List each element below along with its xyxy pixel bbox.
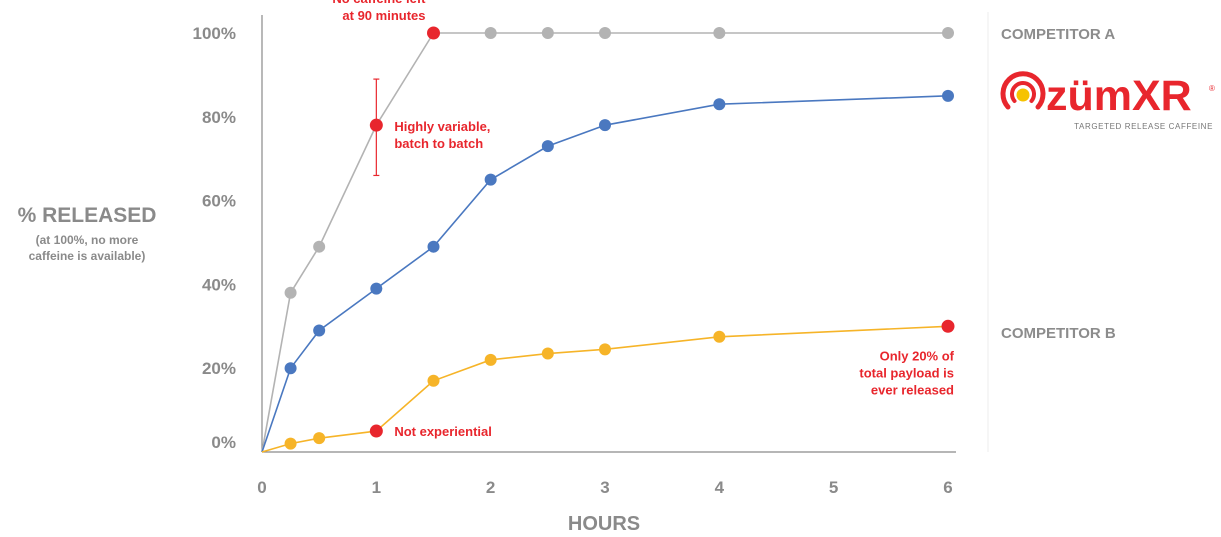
y-tick-label: 80% bbox=[202, 108, 236, 127]
x-tick-label: 3 bbox=[600, 478, 609, 497]
annotation-line: Only 20% of bbox=[880, 348, 955, 363]
logo-registered-mark: ® bbox=[1209, 84, 1215, 93]
data-point bbox=[599, 343, 611, 356]
legend-competitor-b: COMPETITOR B bbox=[1001, 325, 1116, 342]
data-point bbox=[942, 89, 954, 102]
x-axis-label: HOURS bbox=[568, 513, 640, 535]
signal-rings-icon bbox=[1000, 71, 1046, 110]
data-point bbox=[599, 119, 611, 132]
y-axis-note-line-2: caffeine is available) bbox=[29, 249, 146, 263]
y-axis-label: % RELEASED bbox=[18, 204, 157, 227]
labels-layer: No caffeine left at 90 minutes Highly vari… bbox=[332, 0, 954, 439]
annotation-line: Highly variable, bbox=[394, 119, 490, 134]
annotation: No caffeine left at 90 minutes bbox=[332, 0, 426, 23]
data-point bbox=[541, 27, 554, 39]
zumxr-logo: zümXR ® TARGETED RELEASE CAFFEINE bbox=[1000, 71, 1215, 131]
data-point bbox=[427, 374, 440, 387]
legend-competitor-a: COMPETITOR A bbox=[1001, 26, 1115, 43]
x-tick-label: 4 bbox=[715, 478, 725, 497]
annotation-line: Not experiential bbox=[394, 424, 492, 439]
data-point bbox=[313, 240, 326, 253]
data-point bbox=[713, 98, 726, 111]
data-point bbox=[427, 240, 440, 253]
data-point bbox=[284, 437, 297, 450]
svg-text:zümXR: zümXR bbox=[1046, 72, 1192, 120]
data-point bbox=[713, 330, 726, 343]
data-point bbox=[370, 282, 383, 295]
series-0 bbox=[261, 27, 954, 453]
y-tick-label: 40% bbox=[202, 275, 236, 294]
data-point bbox=[713, 27, 726, 39]
y-tick-label: 60% bbox=[202, 192, 236, 211]
x-tick-label: 6 bbox=[943, 478, 952, 497]
highlight-point bbox=[369, 118, 383, 132]
data-point bbox=[484, 173, 497, 186]
annotation-line: total payload is bbox=[859, 365, 954, 380]
series-layer bbox=[261, 27, 954, 453]
series-2 bbox=[261, 320, 954, 453]
annotation: Not experiential bbox=[394, 424, 492, 439]
annotation-line: batch to batch bbox=[394, 136, 483, 151]
data-point bbox=[599, 27, 611, 39]
y-tick-label: 20% bbox=[202, 359, 236, 378]
x-tick-label: 0 bbox=[257, 478, 266, 497]
data-point bbox=[284, 286, 297, 299]
highlight-point bbox=[369, 424, 383, 438]
annotation: Highly variable, batch to batch bbox=[394, 119, 490, 151]
x-tick-label: 1 bbox=[372, 478, 381, 497]
data-point bbox=[541, 347, 554, 360]
data-point bbox=[284, 362, 297, 375]
series-line bbox=[261, 325, 949, 453]
annotation-line: ever released bbox=[871, 382, 954, 397]
logo-word-main: züm bbox=[1046, 72, 1132, 120]
data-point bbox=[942, 27, 954, 39]
highlight-point bbox=[941, 319, 955, 333]
data-point bbox=[313, 324, 326, 337]
x-tick-label: 5 bbox=[829, 478, 838, 497]
annotation: Only 20% of total payload is ever released bbox=[859, 348, 954, 397]
y-axis-note-line-1: (at 100%, no more bbox=[36, 233, 139, 247]
highlight-point bbox=[427, 26, 440, 40]
series-line bbox=[261, 95, 949, 453]
x-tick-label: 2 bbox=[486, 478, 495, 497]
y-tick-label: 100% bbox=[193, 24, 236, 43]
logo-tagline: TARGETED RELEASE CAFFEINE bbox=[1074, 122, 1213, 131]
annotation-line: at 90 minutes bbox=[342, 8, 425, 23]
highlight-layer bbox=[369, 26, 955, 438]
data-point bbox=[541, 140, 554, 153]
series-1 bbox=[261, 89, 954, 453]
logo-word-accent: XR bbox=[1132, 72, 1192, 120]
y-tick-label: 0% bbox=[211, 433, 236, 452]
data-point bbox=[484, 27, 497, 39]
data-point bbox=[484, 353, 497, 366]
annotation-line: No caffeine left bbox=[332, 0, 426, 6]
axes: 0% 20% 40% 60% 80% 100% 0 1 2 3 4 5 6 bbox=[193, 15, 956, 497]
data-point bbox=[313, 432, 326, 445]
series-line bbox=[261, 32, 948, 453]
